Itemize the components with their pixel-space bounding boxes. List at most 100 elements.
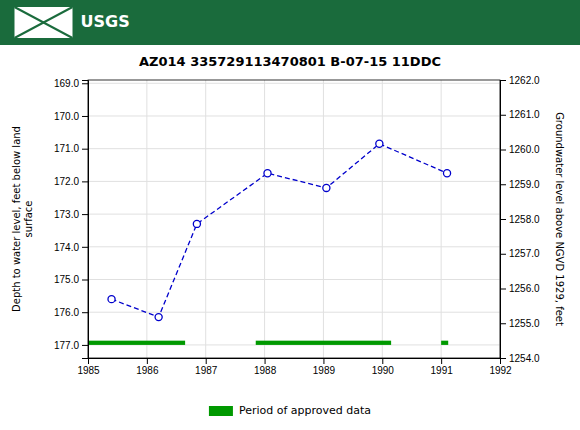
logo-cross [15, 7, 73, 38]
tick: 1256.0 [500, 283, 540, 294]
tick-label: 172.0 [54, 176, 79, 187]
point [443, 170, 450, 177]
legend-swatch [209, 406, 233, 416]
point [193, 220, 200, 227]
tick: 1985 [77, 358, 100, 376]
tick-label: 1986 [136, 365, 159, 376]
plot-frame [88, 80, 500, 358]
tick: 1988 [254, 358, 277, 376]
tick-mark [500, 115, 506, 116]
tick: 173.0 [54, 209, 88, 220]
tick-label: 1261.0 [509, 109, 540, 120]
logo-box [15, 7, 73, 38]
header-text: USGS [81, 12, 130, 31]
tick: 170.0 [54, 111, 88, 122]
y2-axis: 1254.0 1255.0 1256.0 1257.0 1258.0 1259.0 1260… [500, 75, 540, 364]
tick-label: 1254.0 [509, 353, 540, 364]
tick-mark [82, 280, 88, 281]
tick-label: 1258.0 [509, 214, 540, 225]
chart-svg: USGS AZ014 335729113470801 B-07-15 11DDC 1… [0, 0, 580, 430]
point [376, 140, 383, 147]
tick-mark [500, 358, 506, 359]
tick-label: 1987 [195, 365, 218, 376]
tick: 1262.0 [500, 75, 540, 86]
tick: 1260.0 [500, 144, 540, 155]
grid-line [441, 80, 442, 358]
tick-mark [500, 150, 506, 151]
logo-cross [15, 7, 73, 38]
tick: 177.0 [54, 340, 88, 351]
grid-line [88, 115, 500, 116]
axis-line [82, 81, 89, 359]
tick: 1986 [136, 358, 159, 376]
legend-label: Period of approved data [239, 404, 371, 417]
grid-line [382, 80, 383, 358]
grid-line [205, 80, 206, 358]
y-axis: 169.0 170.0 171.0 172.0 173.0 174.0 175.0 176.0… [54, 78, 89, 359]
tick-label: 174.0 [54, 242, 79, 253]
grid [88, 80, 500, 358]
point [323, 184, 330, 191]
tick-label: 175.0 [54, 274, 79, 285]
tick: 1259.0 [500, 179, 540, 190]
point [108, 296, 115, 303]
grid-line [88, 214, 500, 215]
header: USGS [0, 0, 580, 45]
header-bar [0, 0, 580, 45]
line [112, 144, 447, 317]
tick-mark [82, 247, 88, 248]
tick: 1257.0 [500, 248, 540, 259]
tick: 1261.0 [500, 109, 540, 120]
tick: 176.0 [54, 307, 88, 318]
grid-line [264, 80, 265, 358]
tick-mark [82, 181, 88, 182]
tick-mark [500, 219, 506, 220]
tick-label: 1989 [313, 365, 336, 376]
tick-mark [500, 323, 506, 324]
tick: 1255.0 [500, 318, 540, 329]
tick-label: 169.0 [54, 78, 79, 89]
point [264, 170, 271, 177]
tick-label: 1262.0 [509, 75, 540, 86]
tick-mark [382, 358, 383, 364]
tick: 174.0 [54, 242, 88, 253]
grid-line [88, 279, 500, 280]
tick-mark [206, 358, 207, 364]
tick: 1254.0 [500, 353, 540, 364]
legend: Period of approved data [209, 404, 371, 417]
tick-mark [82, 345, 88, 346]
chart-container: USGS AZ014 335729113470801 B-07-15 11DDC 1… [0, 0, 580, 430]
tick: 1990 [372, 358, 395, 376]
tick-mark [441, 358, 442, 364]
tick-label: 171.0 [54, 143, 79, 154]
tick-label: 1985 [77, 365, 100, 376]
tick: 1258.0 [500, 214, 540, 225]
tick-mark [82, 149, 88, 150]
title: AZ014 335729113470801 B-07-15 11DDC [139, 54, 441, 69]
tick-mark [147, 358, 148, 364]
tick-label: 1256.0 [509, 283, 540, 294]
tick-mark [82, 116, 88, 117]
tick: 171.0 [54, 143, 88, 154]
tick-mark [500, 80, 506, 81]
tick-mark [265, 358, 266, 364]
grid-line [323, 80, 324, 358]
grid-line [88, 148, 500, 149]
tick-label: 1260.0 [509, 144, 540, 155]
tick: 175.0 [54, 274, 88, 285]
tick-mark [82, 214, 88, 215]
tick-mark [82, 83, 88, 84]
tick-label: 1988 [254, 365, 277, 376]
axis-line [501, 81, 507, 359]
grid-line [88, 181, 500, 182]
tick-label: 1990 [372, 365, 395, 376]
approved-period [441, 341, 448, 345]
tick-mark [323, 358, 324, 364]
tick-mark [500, 184, 506, 185]
grid-line [88, 246, 500, 247]
y-axis-title: Depth to water level, feet below landsur… [11, 126, 34, 312]
grid-line [88, 312, 500, 313]
tick-label: 1991 [431, 365, 454, 376]
approved-period [256, 341, 391, 345]
approved-period [88, 341, 185, 345]
